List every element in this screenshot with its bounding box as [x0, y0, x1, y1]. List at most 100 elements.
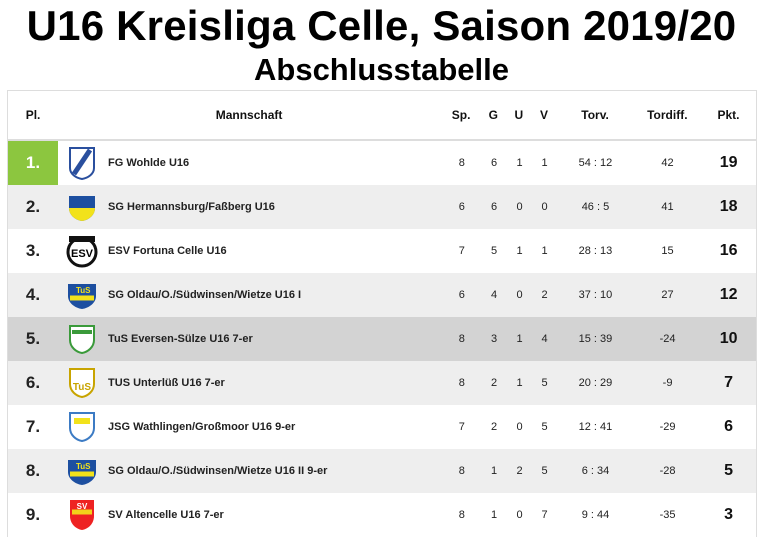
- place: 3.: [25, 241, 41, 260]
- svg-text:TuS: TuS: [76, 286, 91, 295]
- cell-u: 0: [516, 201, 523, 213]
- cell-sp: 6: [458, 201, 465, 213]
- tus-oldau-crest-icon: TuS: [68, 460, 97, 485]
- cell-u: 1: [516, 245, 523, 257]
- cell-torv: 12 : 41: [578, 421, 613, 433]
- table-row[interactable]: 6. TuS TUS Unterlüß U16 7-er 8 2 1 5 20 : 29 -9 7: [8, 361, 756, 405]
- team-name[interactable]: JSG Wathlingen/Großmoor U16 9-er: [108, 421, 296, 433]
- cell-u: 1: [516, 333, 523, 345]
- esv-fortuna-crest-icon: ESV: [66, 236, 98, 268]
- fg-wohlde-crest-icon: [69, 147, 96, 180]
- cell-u: 1: [516, 157, 523, 169]
- cell-sp: 7: [458, 421, 465, 433]
- cell-v: 5: [541, 465, 548, 477]
- tus-unterluess-crest-icon: TuS: [69, 368, 96, 399]
- team-name[interactable]: SV Altencelle U16 7-er: [108, 509, 224, 521]
- team-name[interactable]: SG Hermannsburg/Faßberg U16: [108, 201, 275, 213]
- cell-sp: 8: [458, 333, 465, 345]
- cell-g: 1: [490, 465, 498, 477]
- header-team: Mannschaft: [215, 108, 283, 122]
- table-row[interactable]: 9. SV SV Altencelle U16 7-er 8 1 0 7 9 : 44 -35 3: [8, 493, 756, 537]
- cell-pkt: 18: [719, 198, 738, 215]
- table-row[interactable]: 5. TuS Eversen-Sülze U16 7-er 8 3 1 4 15 : 39 -…: [8, 317, 756, 361]
- cell-pkt: 7: [724, 374, 734, 391]
- cell-tordiff: -9: [662, 377, 673, 389]
- header-u: U: [514, 108, 524, 122]
- cell-u: 0: [516, 421, 523, 433]
- cell-v: 2: [541, 289, 548, 301]
- cell-g: 2: [490, 377, 498, 389]
- cell-sp: 8: [458, 465, 465, 477]
- cell-tordiff: 42: [661, 157, 674, 169]
- cell-tordiff: -24: [659, 333, 676, 345]
- cell-torv: 15 : 39: [578, 333, 613, 345]
- team-name[interactable]: ESV Fortuna Celle U16: [108, 245, 227, 257]
- cell-g: 5: [490, 245, 498, 257]
- place: 1.: [8, 141, 58, 185]
- header-pl: Pl.: [25, 108, 41, 122]
- svg-text:SV: SV: [77, 502, 88, 511]
- cell-sp: 6: [458, 289, 465, 301]
- team-logo: [58, 410, 106, 444]
- table-row[interactable]: 2. SG Hermannsburg/Faßberg U16 6 6 0 0 46 : 5 4…: [8, 185, 756, 229]
- cell-g: 3: [490, 333, 498, 345]
- cell-torv: 20 : 29: [578, 377, 613, 389]
- svg-text:TuS: TuS: [76, 462, 91, 471]
- cell-g: 6: [490, 201, 498, 213]
- cell-g: 4: [490, 289, 498, 301]
- cell-tordiff: 41: [661, 201, 674, 213]
- tus-eversen-crest-icon: [69, 325, 96, 355]
- cell-g: 2: [490, 421, 498, 433]
- cell-sp: 7: [458, 245, 465, 257]
- cell-sp: 8: [458, 377, 465, 389]
- cell-pkt: 6: [724, 418, 734, 435]
- table-row[interactable]: 8. TuS SG Oldau/O./Südwinsen/Wietze U16 II…: [8, 449, 756, 493]
- team-name[interactable]: SG Oldau/O./Südwinsen/Wietze U16 II 9-er: [108, 465, 328, 477]
- header-g: G: [488, 108, 499, 122]
- team-name[interactable]: SG Oldau/O./Südwinsen/Wietze U16 I: [108, 289, 302, 301]
- cell-torv: 54 : 12: [578, 157, 613, 169]
- header-torv: Torv.: [581, 108, 609, 122]
- place: 8.: [25, 461, 41, 480]
- cell-g: 6: [490, 157, 498, 169]
- cell-v: 1: [541, 245, 548, 257]
- page-subtitle: Abschlusstabelle: [254, 52, 509, 87]
- page-title: U16 Kreisliga Celle, Saison 2019/20: [26, 2, 737, 49]
- team-logo: TuS: [58, 278, 106, 312]
- header-v: V: [539, 108, 548, 122]
- cell-u: 2: [516, 465, 523, 477]
- sg-hermannsburg-crest-icon: [69, 196, 96, 221]
- place: 7.: [25, 417, 41, 436]
- cell-tordiff: -35: [659, 509, 676, 521]
- cell-u: 1: [516, 377, 523, 389]
- cell-v: 1: [541, 157, 548, 169]
- cell-torv: 46 : 5: [581, 201, 610, 213]
- cell-torv: 37 : 10: [578, 289, 613, 301]
- cell-pkt: 16: [719, 242, 738, 259]
- place: 9.: [25, 505, 41, 524]
- cell-sp: 8: [458, 157, 465, 169]
- jsg-wathlingen-crest-icon: [69, 412, 96, 443]
- place: 6.: [25, 373, 41, 392]
- team-logo: ESV: [58, 234, 106, 268]
- svg-text:TuS: TuS: [73, 382, 91, 393]
- standings-table: Pl. Mannschaft Sp. G U V Torv. Tordiff. …: [7, 90, 757, 537]
- table-row[interactable]: 3. ESV ESV Fortuna Celle U16 7 5 1 1 28 : 13 15 1…: [8, 229, 756, 273]
- team-name[interactable]: TuS Eversen-Sülze U16 7-er: [108, 333, 253, 345]
- cell-v: 4: [541, 333, 548, 345]
- svg-text:ESV: ESV: [71, 248, 94, 260]
- table-row[interactable]: 7. JSG Wathlingen/Großmoor U16 9-er 7 2 0 5 12…: [8, 405, 756, 449]
- team-logo: [58, 322, 106, 356]
- header-sp: Sp.: [451, 108, 471, 122]
- place: 2.: [25, 197, 41, 216]
- cell-u: 0: [516, 509, 523, 521]
- sv-altencelle-crest-icon: SV: [70, 500, 95, 530]
- table-row[interactable]: 1. FG Wohlde U16 8 6 1 1 54 : 12 42 19: [8, 141, 756, 185]
- table-row[interactable]: 4. TuS SG Oldau/O./Südwinsen/Wietze U16 I 6…: [8, 273, 756, 317]
- header-tordiff: Tordiff.: [647, 108, 688, 122]
- cell-u: 0: [516, 289, 523, 301]
- team-name[interactable]: FG Wohlde U16: [108, 157, 190, 169]
- team-name[interactable]: TUS Unterlüß U16 7-er: [108, 377, 225, 389]
- team-logo: TuS: [58, 366, 106, 400]
- cell-v: 7: [541, 509, 548, 521]
